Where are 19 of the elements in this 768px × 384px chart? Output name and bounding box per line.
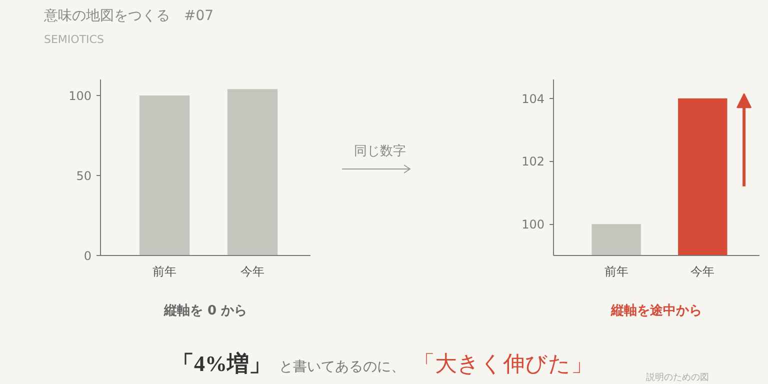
y-tick-label: 50 (76, 169, 92, 183)
text: 説明のための図 (646, 372, 709, 384)
x-axis-title: 縦軸を途中から (610, 304, 702, 318)
text: と書いてあるのに、 (279, 359, 405, 375)
x-tick-label: 今年 (240, 264, 265, 278)
chart-subtitle: SEMIOTICS (44, 32, 105, 48)
y-tick-label: 100 (68, 89, 92, 103)
y-tick-label: 102 (522, 154, 544, 169)
text: 「大きく伸びた」 (413, 351, 593, 376)
x-tick-label: 前年 (604, 264, 628, 278)
chart-title: 意味の地図をつくる #07 (44, 7, 214, 26)
x-tick-label: 今年 (690, 264, 715, 278)
x-axis-title: 縦軸を 0 から (162, 304, 248, 318)
text: 同じ数字 (353, 143, 407, 161)
y-tick-label: 0 (84, 249, 92, 263)
text: 「4%増」 (172, 351, 271, 376)
y-tick-label: 100 (522, 218, 544, 232)
x-tick-label: 前年 (152, 264, 177, 278)
y-tick-label: 104 (522, 92, 544, 106)
